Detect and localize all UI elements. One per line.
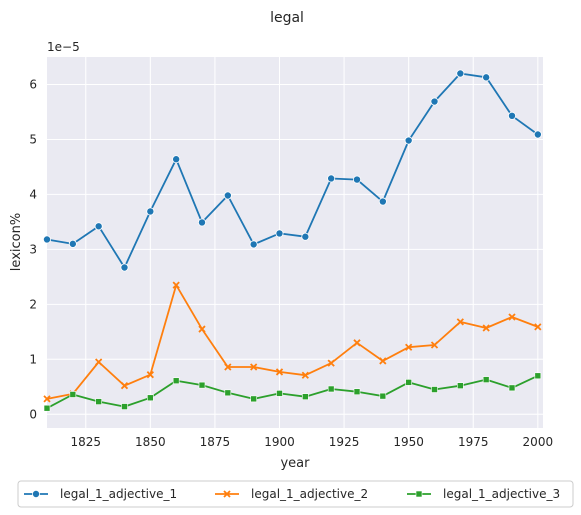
series-group: [43, 69, 542, 412]
y-tick-label: 4: [29, 187, 37, 201]
data-point: [430, 97, 439, 106]
y-tick-label: 6: [29, 77, 37, 91]
data-point: [275, 229, 284, 238]
data-point: [43, 395, 51, 403]
data-point: [457, 382, 464, 389]
data-point: [43, 404, 51, 412]
data-point: [95, 398, 102, 405]
legend-box: [17, 480, 574, 508]
x-tick-label: 1850: [135, 435, 166, 449]
data-point: [147, 394, 154, 402]
y-tick-label: 5: [29, 132, 37, 146]
data-point: [405, 379, 412, 386]
data-point: [146, 207, 155, 216]
legend-marker-1: [32, 489, 41, 498]
data-point: [482, 324, 490, 332]
x-tick-label: 1875: [200, 435, 231, 449]
data-point: [301, 232, 310, 241]
series-1: [43, 69, 542, 272]
data-point: [43, 235, 52, 244]
data-point: [197, 218, 206, 227]
grid-lines: [47, 57, 543, 428]
data-point: [302, 393, 309, 400]
data-point: [327, 174, 336, 183]
data-point: [172, 281, 180, 289]
data-point: [534, 372, 542, 380]
data-point: [482, 376, 490, 383]
data-point: [68, 239, 77, 248]
data-point: [405, 343, 413, 351]
legend-label-1: legal_1_adjective_1: [60, 487, 177, 501]
series-line-3: [46, 374, 539, 409]
data-point: [327, 359, 335, 367]
x-tick-label: 1825: [70, 435, 101, 449]
legend-marker-2: [223, 490, 231, 498]
y-tick-label: 0: [29, 407, 37, 421]
series-2: [43, 281, 542, 403]
data-point: [95, 358, 103, 366]
data-point: [146, 371, 154, 379]
data-point: [533, 130, 542, 139]
chart-title: legal: [270, 10, 304, 26]
data-point: [120, 263, 129, 272]
data-point: [69, 391, 77, 398]
data-point: [404, 136, 413, 145]
data-point: [379, 357, 387, 365]
x-tick-label: 1900: [264, 435, 295, 449]
data-point: [250, 363, 258, 371]
data-point: [94, 222, 103, 231]
y-tick-label: 1: [29, 352, 37, 366]
data-point: [224, 363, 232, 371]
data-point: [507, 111, 516, 120]
data-point: [250, 395, 257, 403]
data-point: [275, 368, 284, 376]
data-point: [276, 390, 283, 397]
x-tick-label: 1975: [458, 435, 489, 449]
data-point: [456, 69, 465, 78]
data-point: [121, 403, 128, 410]
data-point: [456, 318, 464, 326]
data-point: [430, 341, 439, 349]
data-point: [223, 191, 232, 200]
data-point: [482, 73, 491, 82]
data-point: [327, 385, 335, 393]
series-line-2: [46, 284, 539, 400]
legend-label-3: legal_1_adjective_3: [443, 487, 560, 501]
legend: legal_1_adjective_1 legal_1_adjective_2 le…: [17, 480, 574, 508]
data-point: [379, 392, 387, 400]
data-point: [198, 325, 206, 333]
data-point: [534, 323, 542, 331]
data-point: [301, 371, 309, 379]
data-point: [352, 175, 361, 184]
data-point: [431, 386, 438, 393]
data-point: [224, 389, 232, 397]
x-tick-label: 2000: [523, 435, 554, 449]
y-tick-label: 2: [29, 297, 37, 311]
data-point: [353, 339, 361, 347]
x-axis-label: year: [280, 456, 310, 471]
y-axis-label: lexicon%: [9, 213, 24, 271]
y-scale-label: 1e−5: [47, 40, 80, 54]
series-line-1: [46, 72, 539, 269]
data-point: [353, 388, 361, 396]
x-tick-label: 1925: [329, 435, 360, 449]
x-axis-ticks: 1825 1850 1875 1900 1925 1950 1975 2000: [70, 435, 553, 449]
plot-area: [47, 57, 543, 428]
data-point: [508, 313, 516, 321]
series-3: [43, 372, 542, 412]
data-point: [172, 155, 181, 164]
y-axis-ticks: 0 1 2 3 4 5 6: [29, 77, 37, 421]
data-point: [508, 384, 516, 392]
legend-marker-3: [415, 490, 423, 498]
data-point: [172, 377, 180, 385]
data-point: [249, 240, 258, 249]
y-tick-label: 3: [29, 242, 37, 256]
data-point: [198, 381, 206, 389]
data-point: [120, 382, 129, 390]
legend-label-2: legal_1_adjective_2: [251, 487, 368, 501]
x-tick-label: 1950: [393, 435, 424, 449]
data-point: [378, 197, 387, 206]
